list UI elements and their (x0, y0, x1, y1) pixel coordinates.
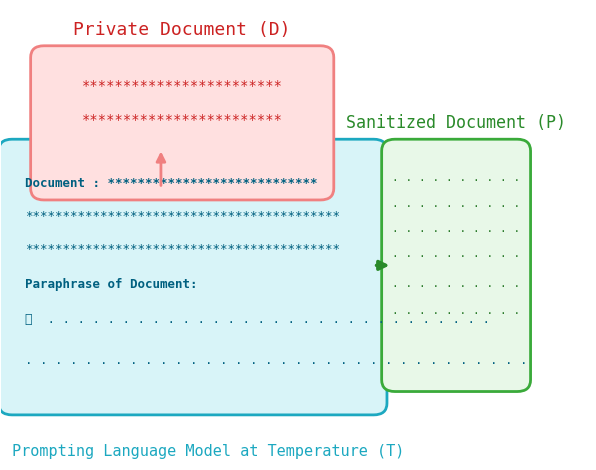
Text: ************************: ************************ (82, 79, 283, 93)
Text: ******************************************: ****************************************… (25, 243, 340, 256)
Text: . . . . . . . . . . . . . . . . . . . . . . . . . . . . . . . . . .: . . . . . . . . . . . . . . . . . . . . … (25, 354, 528, 367)
Text: Document : ****************************: Document : **************************** (25, 177, 318, 190)
Text: . . . . . . . . . .: . . . . . . . . . . (392, 306, 520, 316)
Text: . . . . . . . . . .: . . . . . . . . . . (392, 249, 520, 259)
Text: ************************: ************************ (82, 113, 283, 127)
Text: 🎂  . . . . . . . . . . . . . . . . . . . . . . . . . . . . . .: 🎂 . . . . . . . . . . . . . . . . . . . … (25, 313, 491, 327)
FancyBboxPatch shape (0, 139, 387, 415)
FancyBboxPatch shape (30, 46, 334, 200)
Text: ******************************************: ****************************************… (25, 210, 340, 223)
Text: Private Document (D): Private Document (D) (73, 21, 291, 39)
Text: . . . . . . . . . .: . . . . . . . . . . (392, 279, 520, 289)
Text: . . . . . . . . . .: . . . . . . . . . . (392, 173, 520, 183)
Text: Prompting Language Model at Temperature (T): Prompting Language Model at Temperature … (12, 444, 405, 459)
Text: . . . . . . . . . .: . . . . . . . . . . (392, 224, 520, 234)
Text: Sanitized Document (P): Sanitized Document (P) (346, 114, 566, 132)
FancyBboxPatch shape (381, 139, 530, 392)
Text: Paraphrase of Document:: Paraphrase of Document: (25, 278, 198, 291)
Text: . . . . . . . . . .: . . . . . . . . . . (392, 198, 520, 209)
